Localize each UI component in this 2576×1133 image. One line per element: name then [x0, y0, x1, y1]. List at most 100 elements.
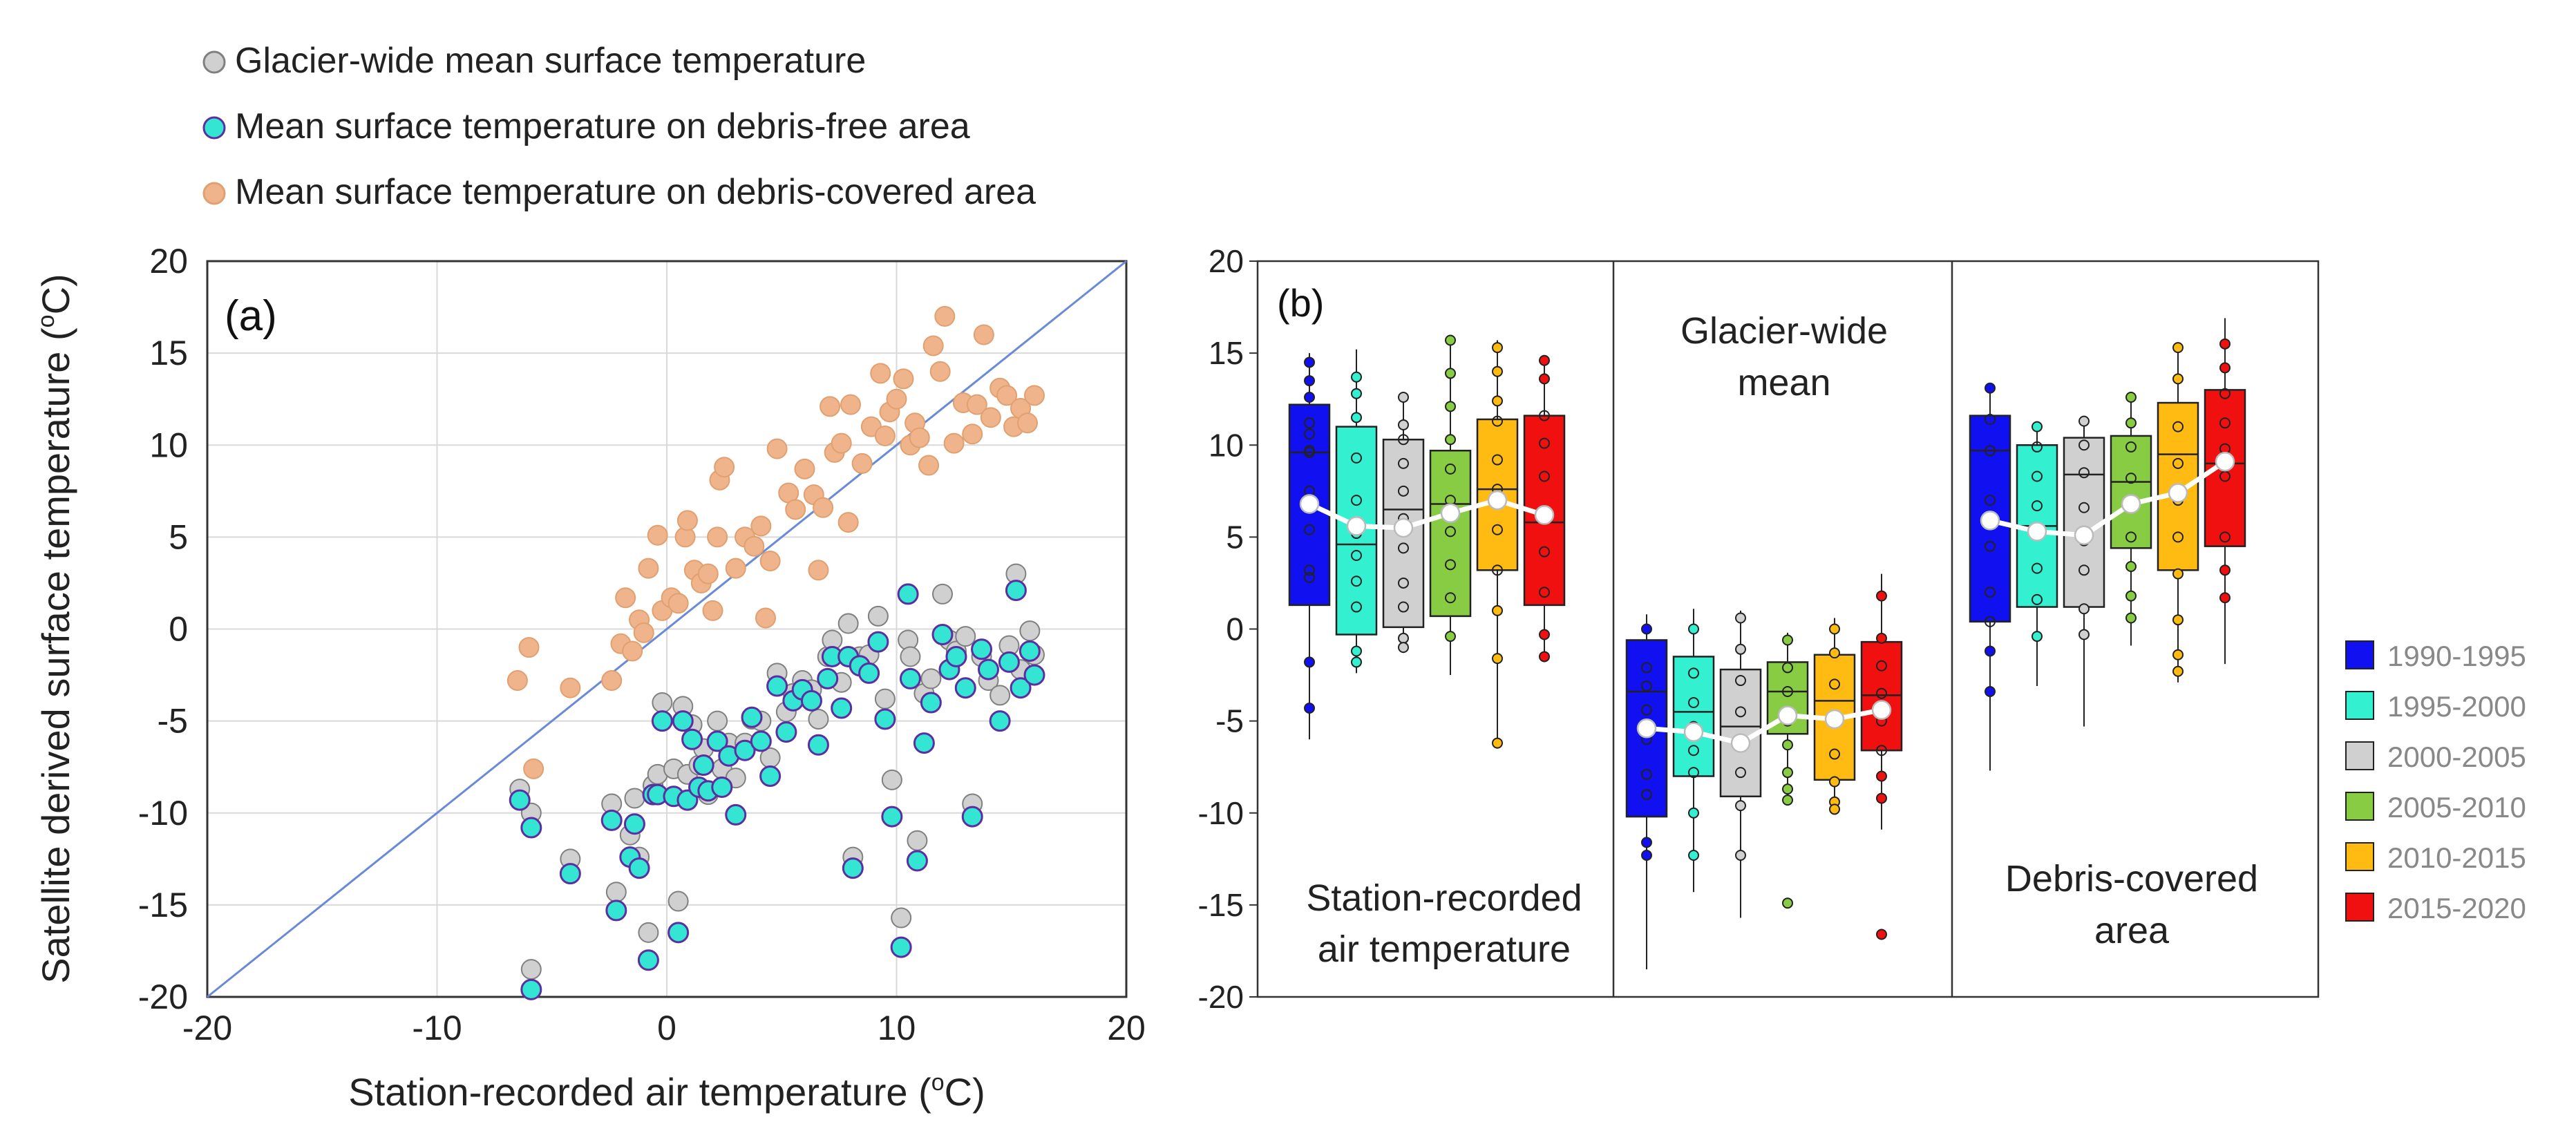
point-free [954, 677, 976, 699]
point-glacier [891, 907, 912, 929]
data-point [1782, 662, 1793, 674]
data-point [1351, 495, 1362, 506]
data-point [1985, 413, 1996, 425]
data-point [1304, 571, 1315, 583]
data-point [2172, 568, 2184, 580]
data-point [1735, 767, 1746, 779]
mean-marker [1871, 700, 1892, 720]
y-tick-label-b: 15 [1209, 335, 1244, 371]
data-point [1304, 392, 1315, 403]
data-point [1539, 546, 1550, 558]
data-point [1688, 667, 1699, 679]
point-debris [766, 438, 788, 459]
data-point [1876, 632, 1887, 644]
data-point [1304, 446, 1315, 458]
data-point [2219, 470, 2231, 482]
mean-marker [1683, 722, 1704, 742]
data-point [1304, 564, 1315, 576]
mean-marker [1980, 511, 2000, 531]
point-debris [840, 394, 861, 415]
mean-marker [1730, 733, 1751, 753]
data-point [1985, 540, 1996, 552]
one-to-one-line [207, 260, 1127, 998]
point-free [817, 667, 839, 689]
data-point [1641, 789, 1652, 801]
point-glacier [652, 692, 673, 713]
group-label-debris: Debris-covered area [2005, 858, 2258, 951]
data-point [1492, 454, 1503, 466]
data-point [2125, 560, 2137, 572]
data-point [1539, 629, 1550, 640]
point-debris [750, 515, 772, 537]
group-label-station-line2: air temperature [1318, 929, 1571, 970]
legend-swatch [2345, 691, 2374, 720]
box-group-3 [1969, 318, 2246, 771]
data-point [2219, 592, 2231, 604]
legend-item-free: Mean surface temperature on debris-free … [202, 106, 970, 146]
y-tick-label: -15 [138, 886, 188, 924]
legend-item-debris: Mean surface temperature on debris-cover… [202, 172, 1036, 212]
point-glacier [605, 882, 627, 903]
box-groups [1288, 318, 2246, 970]
point-debris [523, 758, 544, 779]
point-debris [851, 453, 873, 474]
x-tick-label: 10 [878, 1009, 916, 1047]
point-free [920, 692, 942, 714]
data-point [1398, 419, 1409, 430]
data-point [1985, 445, 1996, 457]
data-point [2032, 500, 2043, 512]
data-point [2032, 593, 2043, 605]
data-point [1445, 368, 1456, 379]
x-tick-label: -10 [412, 1009, 462, 1047]
legend-b: 1990-1995 1995-2000 2000-2005 2005-2010 2010… [2345, 640, 2526, 924]
mean-marker [2074, 525, 2094, 545]
point-debris [702, 600, 723, 621]
data-point [1829, 776, 1840, 788]
data-point [1492, 653, 1503, 665]
point-free [775, 721, 797, 743]
legend-label-glacier: Glacier-wide mean surface temperature [235, 41, 866, 81]
point-glacier [707, 710, 728, 732]
y-tick-label: 10 [149, 426, 188, 464]
data-point [2032, 421, 2043, 432]
legend-marker-free [202, 116, 226, 140]
box-2010-2015 [2157, 342, 2199, 683]
point-glacier [932, 583, 953, 604]
point-glacier [907, 830, 928, 851]
point-debris [943, 432, 965, 454]
data-point [1539, 470, 1550, 482]
point-glacier [1019, 620, 1041, 642]
point-glacier [867, 605, 889, 627]
data-point [2125, 417, 2137, 429]
point-free [897, 583, 919, 605]
y-tick-label-b: 5 [1226, 519, 1244, 555]
data-point [1985, 686, 1996, 698]
point-free [711, 776, 733, 798]
data-point [1985, 616, 1996, 627]
data-point [2219, 417, 2231, 429]
data-point [2219, 388, 2231, 399]
data-point [1445, 592, 1456, 604]
y-tick-label: -10 [138, 794, 188, 832]
data-point [1782, 783, 1793, 795]
point-debris [1017, 412, 1039, 434]
point-debris [667, 593, 689, 614]
point-debris [980, 407, 1001, 428]
data-point [1876, 770, 1887, 782]
data-point [1735, 706, 1746, 718]
point-debris [794, 458, 815, 479]
data-point [1782, 739, 1793, 751]
data-point [1876, 660, 1887, 672]
group-label-station: Station-recorded air temperature [1306, 877, 1582, 970]
data-point [2172, 665, 2184, 677]
y-tick-label: -5 [158, 702, 188, 741]
point-free [651, 710, 673, 732]
data-point [1876, 687, 1887, 699]
point-free [559, 863, 581, 885]
y-tick-label-b: -15 [1198, 887, 1244, 923]
point-debris [831, 432, 852, 454]
point-debris [615, 587, 636, 609]
data-point [1641, 849, 1652, 861]
data-point [2219, 338, 2231, 350]
